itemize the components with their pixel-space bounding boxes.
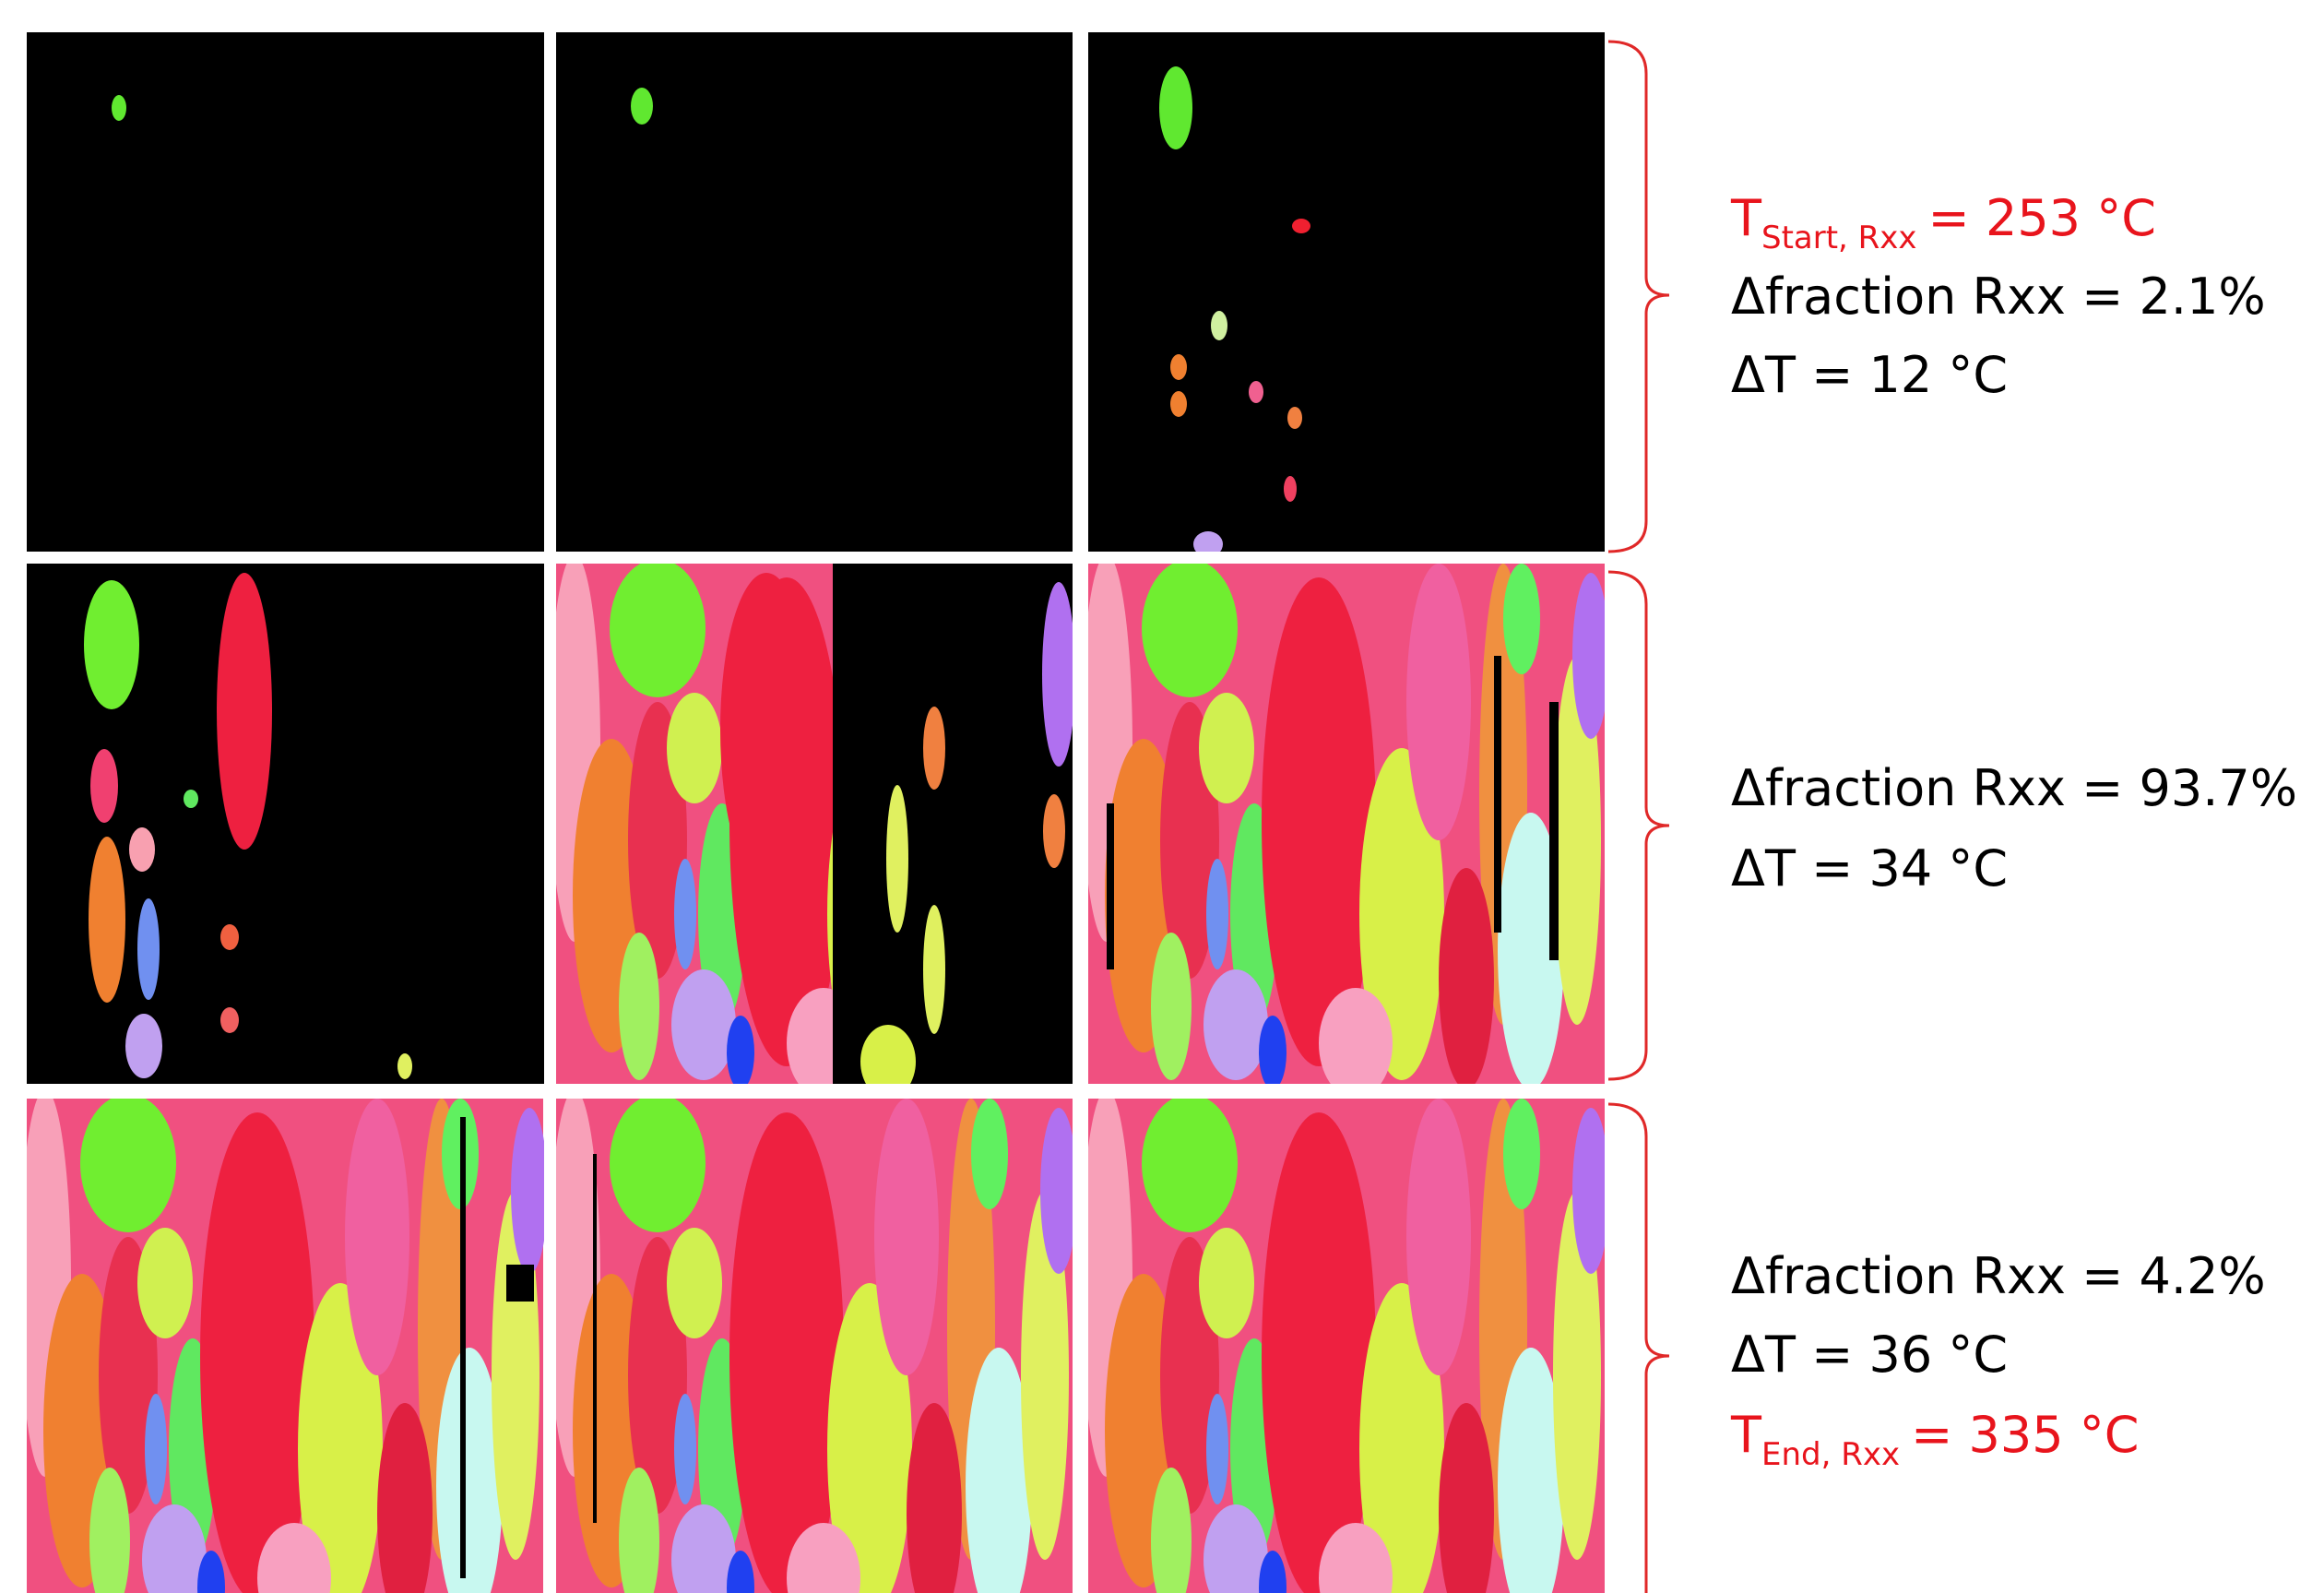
delta-t-label: ΔT = 34 °C — [1731, 839, 2008, 898]
bracket — [1608, 1104, 1669, 1593]
subscript: End, Rxx — [1761, 1436, 1900, 1473]
bracket — [1608, 572, 1669, 1079]
delta-t-label: ΔT = 12 °C — [1731, 346, 2008, 404]
map-panel — [1081, 1089, 1609, 1593]
subscript: Start, Rxx — [1761, 220, 1917, 256]
map-panel — [556, 32, 1073, 552]
map-panel — [19, 1089, 548, 1593]
fraction-label: Δfraction Rxx = 4.2% — [1731, 1247, 2266, 1305]
fraction-label: Δfraction Rxx = 2.1% — [1731, 267, 2266, 326]
figure: TStart, Rxx= 253 °C Δfraction Rxx = 2.1%… — [0, 0, 2324, 1593]
value: = 253 °C — [1928, 189, 2156, 247]
map-panel — [27, 564, 544, 1084]
symbol: T — [1730, 1406, 1762, 1464]
bracket — [1608, 42, 1669, 552]
map-panel — [549, 554, 1077, 1099]
symbol: T — [1730, 189, 1762, 247]
map-panel — [1088, 32, 1605, 557]
map-panel — [549, 1089, 1077, 1593]
map-panel — [1081, 554, 1609, 1099]
fraction-label: Δfraction Rxx = 93.7% — [1731, 759, 2297, 817]
value: = 335 °C — [1911, 1406, 2139, 1464]
end-temperature: TEnd, Rxx = 335 °C — [1730, 1406, 2139, 1473]
map-panel — [27, 32, 544, 552]
delta-t-label: ΔT = 36 °C — [1731, 1326, 2008, 1384]
start-temperature: TStart, Rxx = 253 °C — [1730, 189, 2156, 256]
